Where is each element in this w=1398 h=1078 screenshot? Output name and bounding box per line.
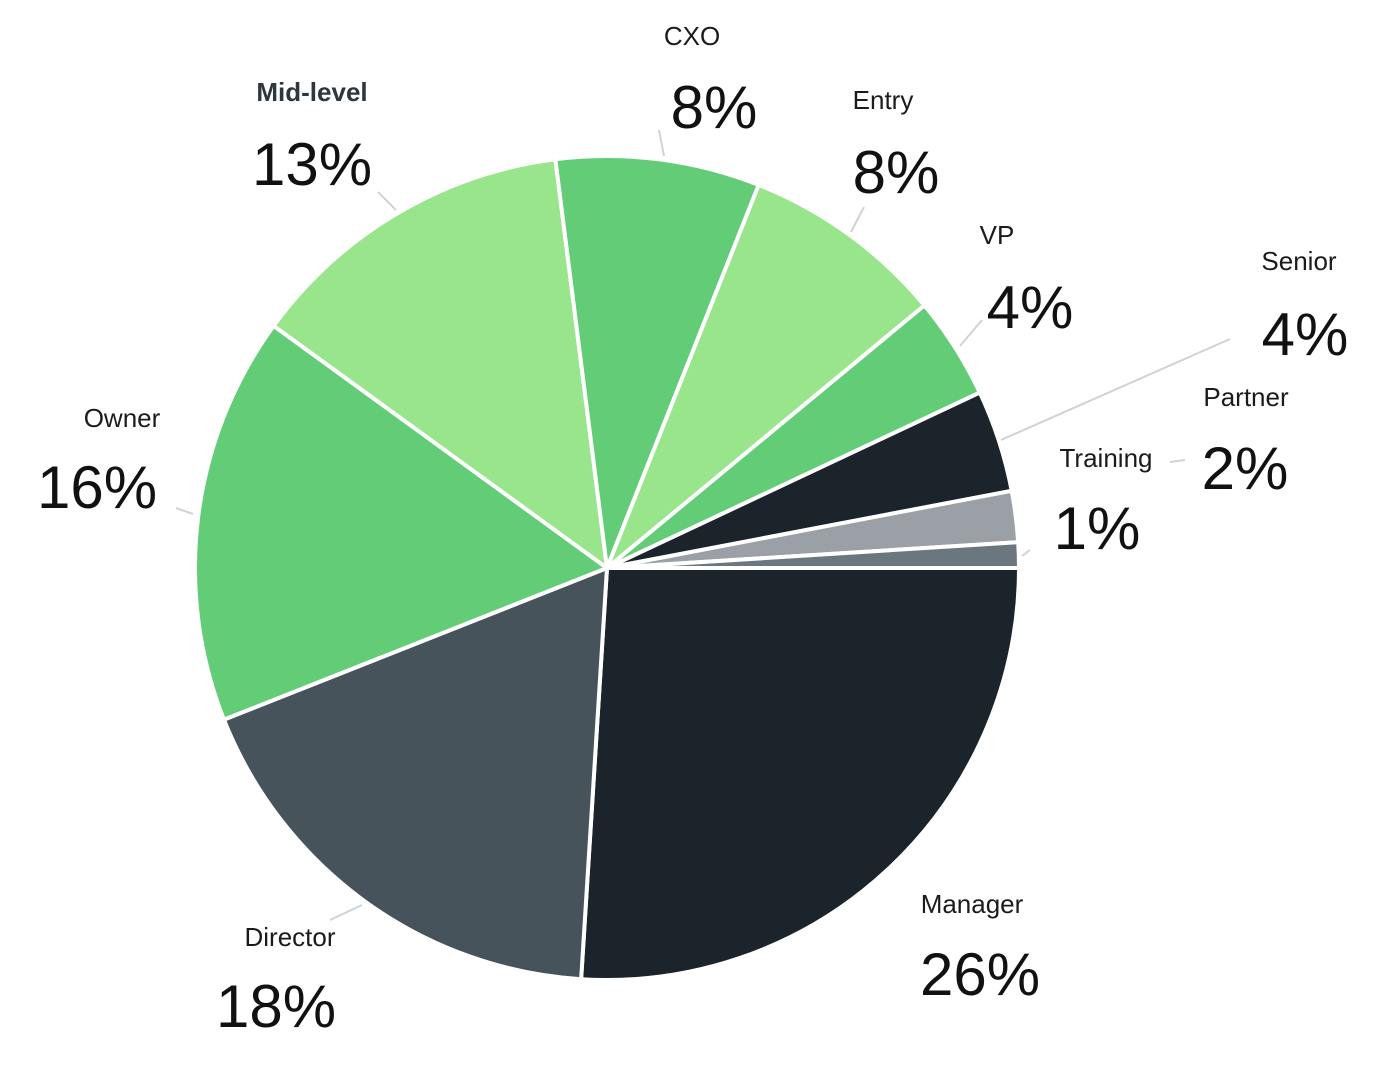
slice-value-director: 18%	[216, 973, 336, 1040]
pie-slice-owner	[193, 323, 609, 722]
leader-line-cxo	[658, 129, 665, 157]
slice-value-training: 1%	[1054, 495, 1141, 562]
pie-slice-cxo	[553, 154, 761, 570]
slice-label-entry: Entry	[853, 85, 914, 115]
slice-value-entry: 8%	[853, 139, 940, 206]
slice-labels: Manager 26% Director 18% Owner 16% Mid-level 13…	[37, 21, 1348, 1040]
pie-slice-entry	[605, 182, 927, 570]
slice-label-owner: Owner	[84, 403, 161, 433]
leader-line-mid-level	[377, 191, 397, 211]
slice-label-partner: Partner	[1203, 382, 1289, 412]
leader-line-director	[329, 904, 363, 921]
slice-value-vp: 4%	[987, 274, 1074, 341]
pie-slice-manager	[579, 566, 1021, 982]
pie-slice-mid-level	[271, 157, 609, 570]
slice-value-mid-level: 13%	[252, 131, 372, 198]
slice-value-partner: 2%	[1202, 435, 1289, 502]
slice-label-manager: Manager	[921, 889, 1024, 919]
leader-line-vp	[959, 319, 983, 347]
slice-label-director: Director	[244, 922, 335, 952]
slice-value-manager: 26%	[920, 941, 1040, 1008]
slice-label-vp: VP	[980, 220, 1015, 250]
leader-lines	[175, 129, 1231, 921]
leader-line-entry	[850, 206, 865, 233]
slice-label-senior: Senior	[1261, 246, 1336, 276]
leader-line-training	[1021, 549, 1031, 557]
slice-value-cxo: 8%	[671, 74, 758, 141]
slice-value-senior: 4%	[1262, 301, 1349, 368]
pie-slice-director	[221, 566, 609, 982]
leader-line-senior	[1000, 338, 1231, 441]
slice-value-owner: 16%	[37, 454, 157, 521]
pie-slices	[193, 154, 1022, 982]
slice-label-training: Training	[1060, 443, 1153, 473]
leader-line-partner	[1169, 459, 1186, 463]
pie-slice-training	[605, 540, 1022, 570]
slice-label-mid-level: Mid-level	[256, 77, 367, 107]
slice-label-cxo: CXO	[664, 21, 720, 51]
leader-line-owner	[175, 507, 194, 515]
